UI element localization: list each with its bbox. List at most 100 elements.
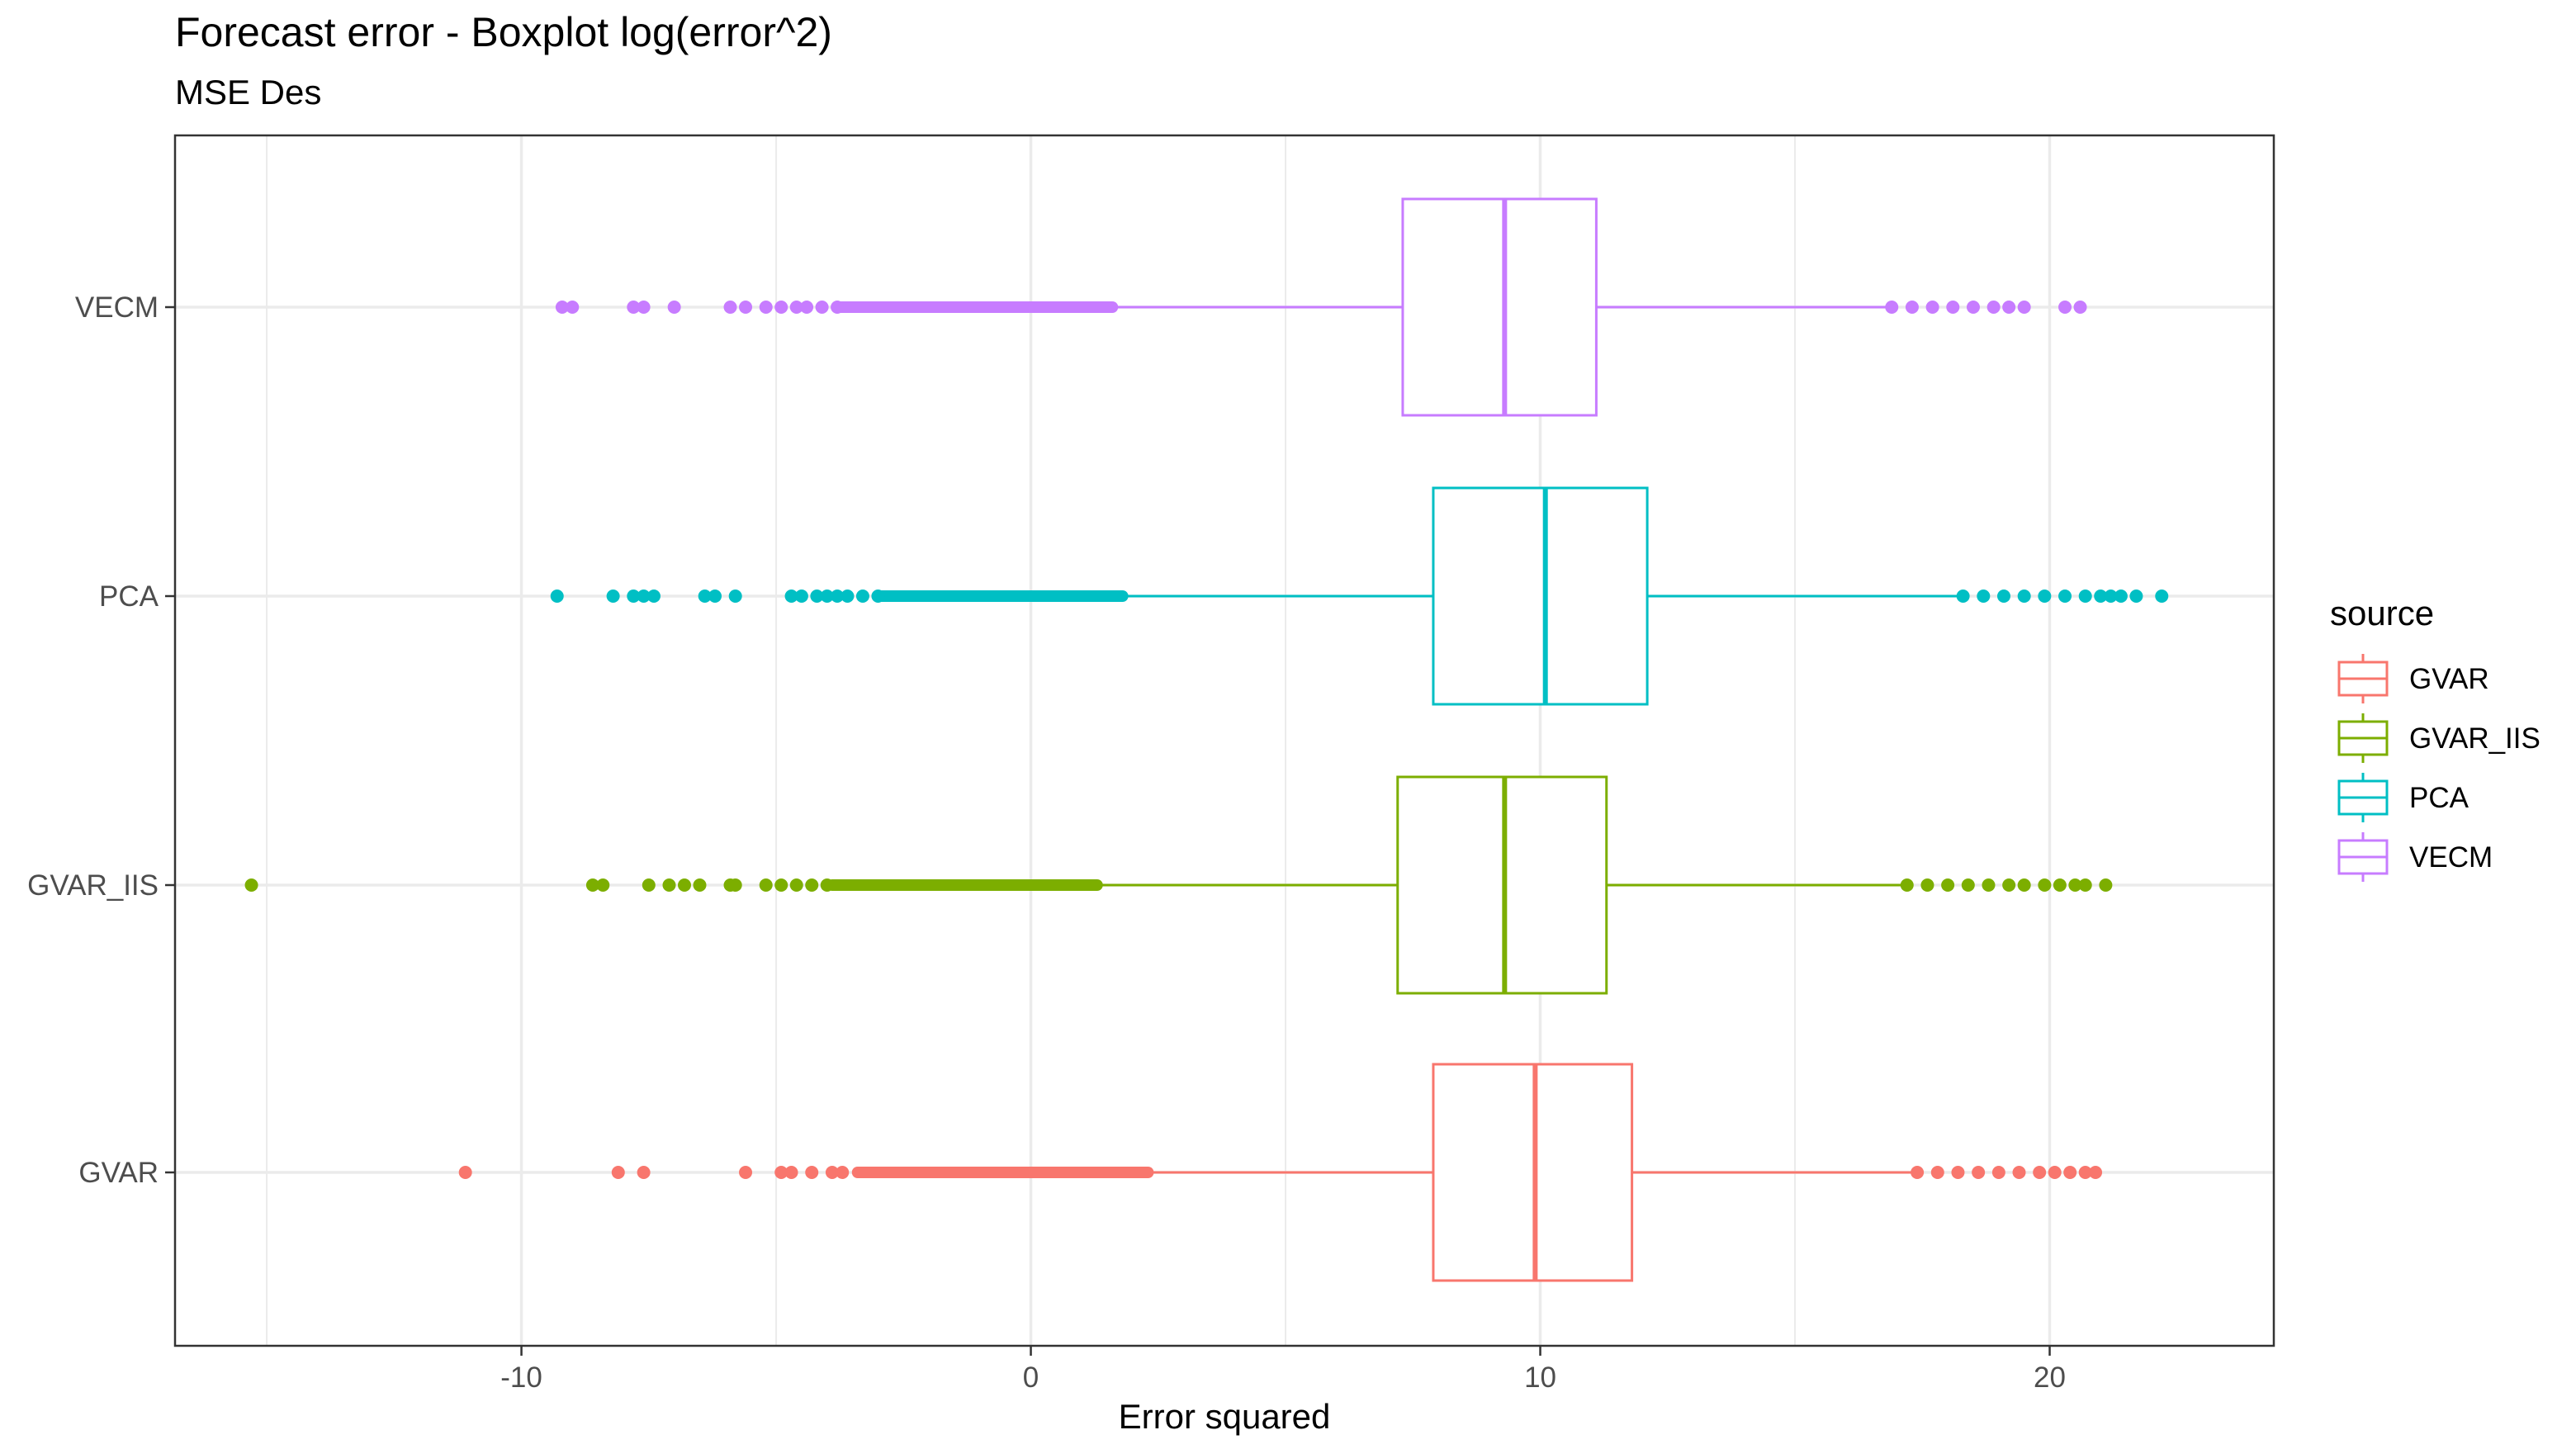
outlier-point <box>698 590 712 603</box>
outlier-point <box>2114 590 2128 603</box>
outlier-point <box>2099 878 2113 892</box>
outlier-point <box>831 590 845 603</box>
outlier-point <box>637 590 651 603</box>
outlier-point <box>1946 301 1960 314</box>
outlier-point <box>2038 590 2052 603</box>
outlier-point <box>2038 878 2052 892</box>
y-tick-label: PCA <box>99 580 159 613</box>
outlier-point <box>1977 590 1991 603</box>
outlier-point <box>774 301 788 314</box>
outlier-point <box>1911 1166 1925 1179</box>
legend: source GVAR GVAR_IIS PCA VECM <box>2330 594 2540 882</box>
x-tick-label: 10 <box>1524 1361 1556 1394</box>
outlier-point <box>759 301 773 314</box>
outlier-point <box>2068 878 2082 892</box>
grid-lines <box>175 135 2274 1346</box>
legend-item-pca: PCA <box>2337 773 2469 822</box>
x-tick-label: 0 <box>1023 1361 1039 1394</box>
outlier-point <box>723 301 737 314</box>
legend-label: VECM <box>2409 841 2493 874</box>
outlier-point <box>1986 301 2001 314</box>
chart-title: Forecast error - Boxplot log(error^2) <box>175 9 832 55</box>
outlier-point <box>825 1166 839 1179</box>
plot-panel-border <box>173 134 2275 1347</box>
outlier-point <box>1961 878 1975 892</box>
x-tick-label: -10 <box>500 1361 542 1394</box>
outlier-point <box>739 1166 753 1179</box>
legend-item-gvar-iis: GVAR_IIS <box>2337 713 2540 763</box>
outlier-point <box>1920 878 1934 892</box>
outlier-point <box>1905 301 1919 314</box>
outlier-point <box>2155 590 2169 603</box>
outlier-point <box>805 1166 819 1179</box>
outlier-point <box>244 878 258 892</box>
outlier-point <box>789 878 803 892</box>
legend-label: PCA <box>2409 782 2469 814</box>
outlier-point <box>728 590 742 603</box>
outlier-point <box>2063 1166 2077 1179</box>
outlier-point <box>2053 878 2067 892</box>
outlier-point <box>1941 878 1955 892</box>
legend-title: source <box>2330 594 2434 632</box>
outlier-point <box>2033 1166 2047 1179</box>
outlier-point <box>637 1166 651 1179</box>
outlier-point <box>815 301 829 314</box>
box-group-pca <box>550 486 2169 706</box>
outlier-point <box>739 301 753 314</box>
outlier-point <box>1956 590 1970 603</box>
outlier-point <box>677 878 691 892</box>
outlier-point <box>2012 1166 2026 1179</box>
outlier-point <box>2058 301 2072 314</box>
y-tick-label: GVAR <box>78 1157 159 1189</box>
box-iqr <box>1432 1063 1634 1282</box>
outlier-point <box>841 590 855 603</box>
box-group-gvar-iis <box>244 775 2113 995</box>
outlier-point <box>805 878 819 892</box>
outlier-point <box>693 878 707 892</box>
legend-label: GVAR <box>2409 663 2489 695</box>
outlier-point <box>2017 590 2031 603</box>
box-marks <box>244 197 2169 1282</box>
outlier-point <box>794 590 808 603</box>
outlier-point <box>646 590 661 603</box>
y-tick-label: GVAR_IIS <box>27 869 159 902</box>
outlier-point <box>1972 1166 1986 1179</box>
box-iqr <box>1432 486 1649 706</box>
outlier-point <box>1925 301 1939 314</box>
legend-label: GVAR_IIS <box>2409 722 2540 755</box>
outlier-point <box>2089 1166 2103 1179</box>
outlier-point <box>836 1166 850 1179</box>
outlier-point <box>855 590 869 603</box>
outlier-point <box>774 878 788 892</box>
outlier-point <box>585 878 599 892</box>
box-group-vecm <box>555 197 2087 417</box>
box-iqr <box>1401 197 1598 417</box>
legend-item-gvar: GVAR <box>2337 654 2489 703</box>
outlier-point <box>789 301 803 314</box>
outlier-point <box>1996 590 2010 603</box>
x-tick-label: 20 <box>2034 1361 2066 1394</box>
outlier-point <box>1951 1166 1965 1179</box>
outlier-point <box>458 1166 472 1179</box>
outlier-point <box>728 878 742 892</box>
outlier-point <box>2129 590 2143 603</box>
box-iqr <box>1396 775 1608 995</box>
outlier-point <box>2048 1166 2062 1179</box>
outlier-point <box>759 878 773 892</box>
outlier-point <box>820 878 834 892</box>
outlier-point <box>708 590 722 603</box>
outlier-point <box>820 590 834 603</box>
outlier-point <box>611 1166 625 1179</box>
outlier-point <box>2094 590 2108 603</box>
outlier-point <box>831 301 845 314</box>
outlier-point <box>1900 878 1914 892</box>
outlier-point <box>627 590 641 603</box>
outlier-point <box>1885 301 1899 314</box>
outlier-point <box>1982 878 1996 892</box>
outlier-point <box>1930 1166 1944 1179</box>
outlier-point <box>637 301 651 314</box>
outlier-point <box>774 1166 788 1179</box>
chart-subtitle: MSE Des <box>175 73 322 111</box>
outlier-point <box>2058 590 2072 603</box>
